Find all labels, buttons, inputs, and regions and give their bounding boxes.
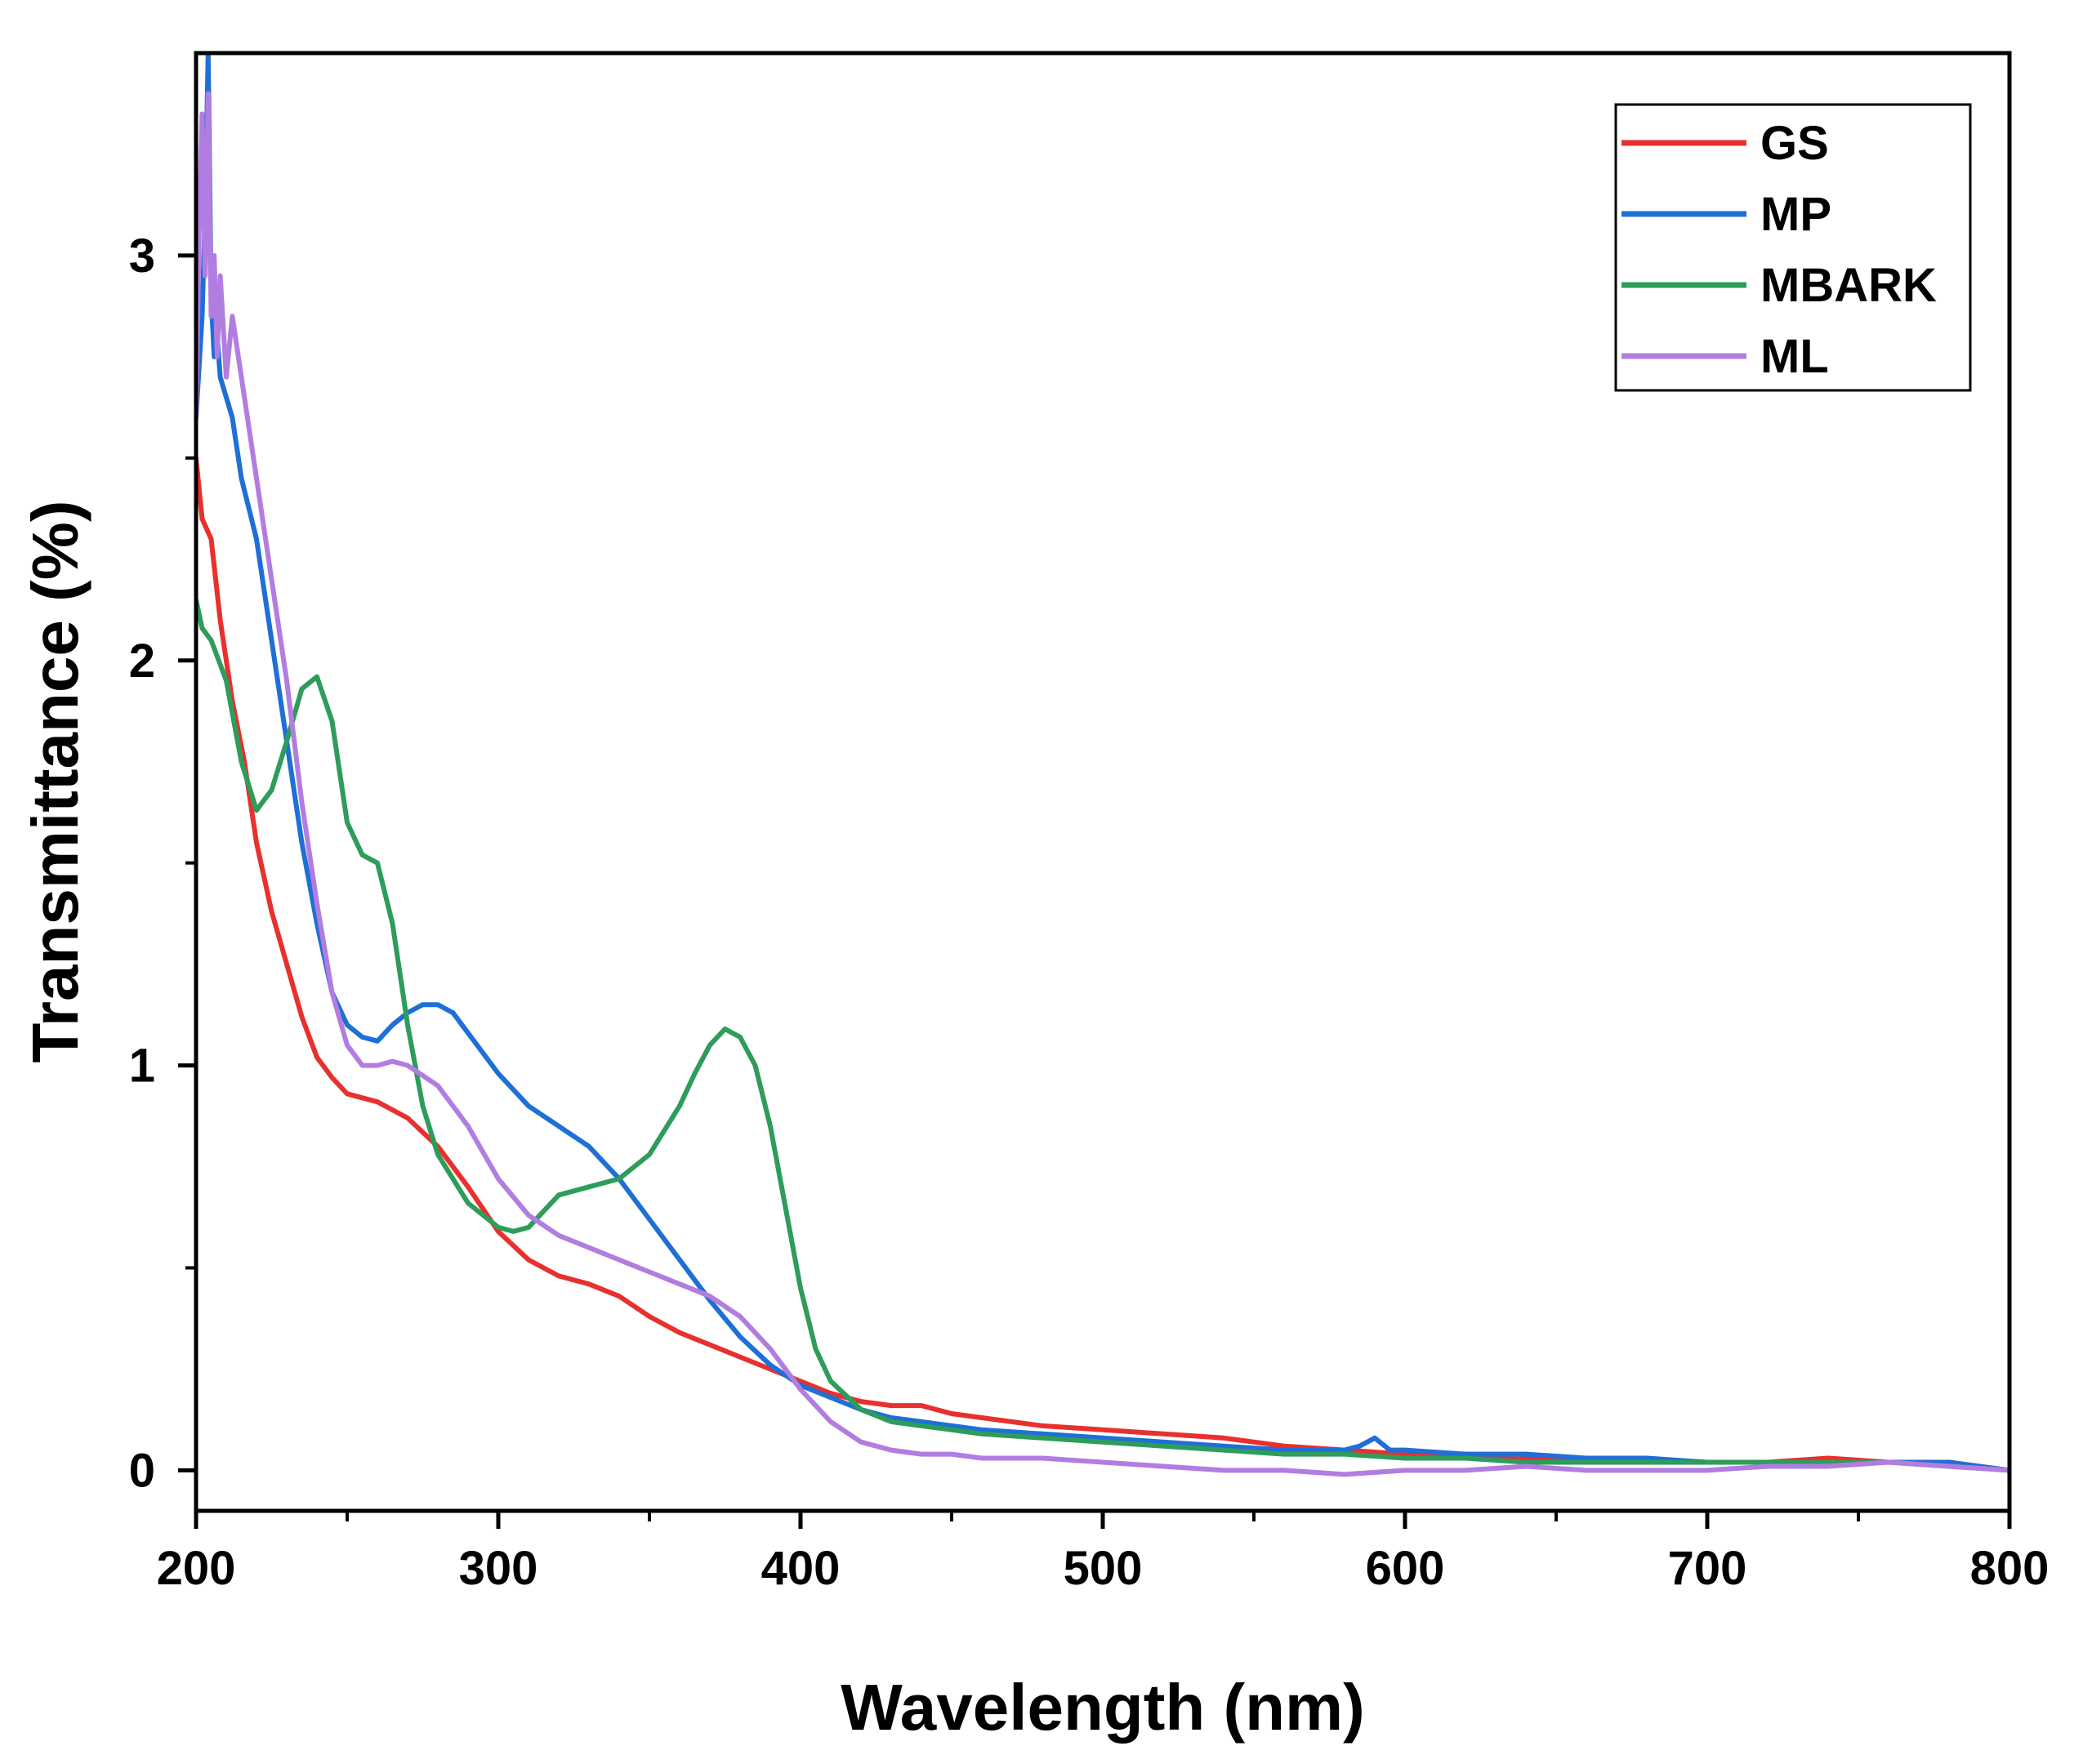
legend-label-mbark: MBARK	[1760, 259, 1937, 312]
y-tick-label: 3	[129, 229, 155, 283]
x-tick-label: 200	[157, 1542, 236, 1595]
y-tick-label: 2	[129, 635, 155, 688]
x-tick-label: 700	[1668, 1542, 1747, 1595]
legend-box	[1614, 103, 1972, 392]
legend: GS MP MBARK ML	[1614, 103, 1972, 392]
series-layer	[196, 53, 2009, 1477]
x-tick-label: 600	[1366, 1542, 1445, 1595]
y-tick-label: 0	[129, 1444, 155, 1497]
y-axis-ticks: 0 1 2 3	[129, 229, 196, 1497]
x-tick-label: 400	[761, 1542, 841, 1595]
x-tick-label: 500	[1064, 1542, 1143, 1595]
series-line-mp	[196, 53, 2009, 1473]
x-tick-label: 800	[1970, 1542, 2050, 1595]
x-axis-title: Wavelength (nm)	[841, 1671, 1364, 1744]
y-axis-title: Transmittance (%)	[19, 500, 91, 1062]
legend-label-gs: GS	[1760, 117, 1829, 170]
series-line-mbark	[196, 597, 2009, 1473]
legend-label-ml: ML	[1760, 330, 1829, 383]
legend-label-mp: MP	[1760, 188, 1831, 241]
x-tick-label: 300	[459, 1542, 538, 1595]
x-axis-ticks: 200 300 400 500 600 700 800	[157, 1511, 2050, 1595]
series-line-ml	[196, 91, 2009, 1477]
y-tick-label: 1	[129, 1040, 155, 1093]
